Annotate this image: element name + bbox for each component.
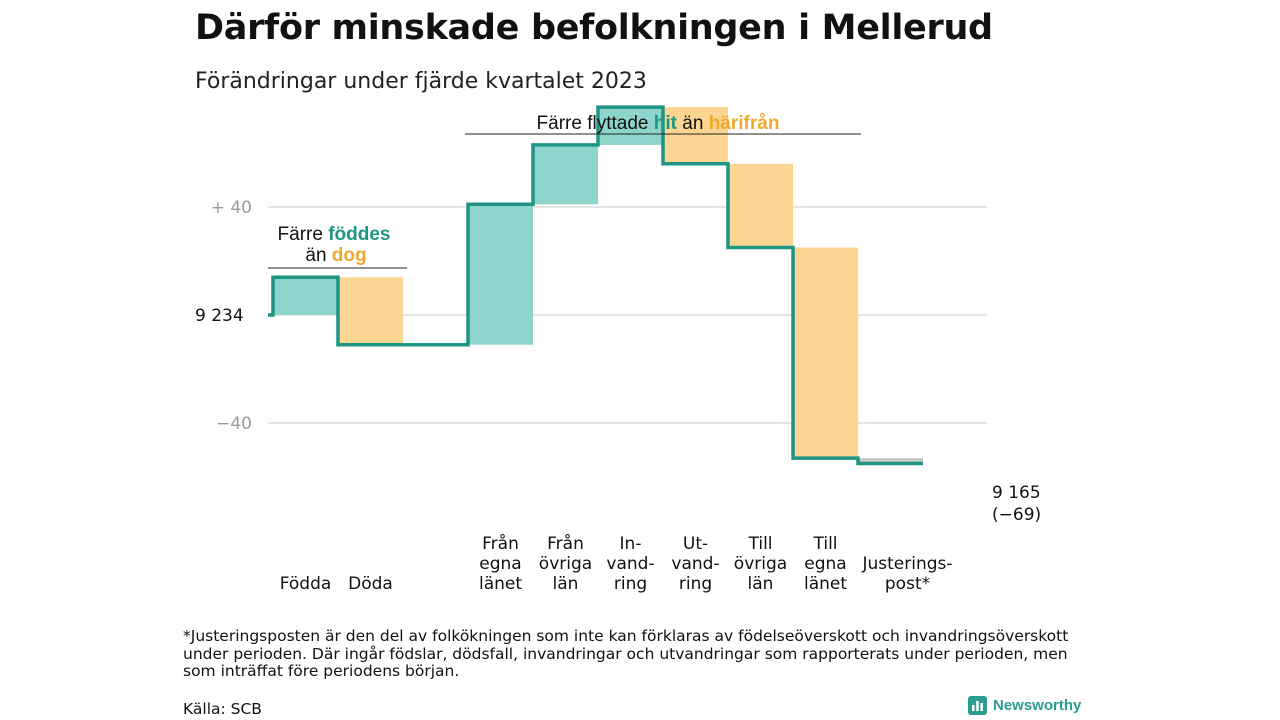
bar-adjust — [858, 458, 923, 464]
category-label: Födda — [280, 574, 332, 594]
bar-gain — [273, 277, 338, 315]
category-label: län — [553, 574, 579, 594]
start-value-label: 9 234 — [195, 306, 244, 326]
y-tick-label: −40 — [216, 414, 252, 434]
annotation-migration: Färre flyttade hit än härifrån — [537, 113, 780, 134]
category-label: övriga — [539, 554, 592, 574]
annotation-births-line2: än dog — [305, 245, 366, 266]
cumulative-step-line — [268, 105, 923, 466]
category-label: egna — [804, 554, 846, 574]
end-change-label: (−69) — [992, 505, 1041, 525]
annotation-text: Färre flyttade — [537, 113, 654, 134]
page-title: Därför minskade befolkningen i Mellerud — [195, 8, 993, 48]
annotation-text: än — [305, 245, 331, 266]
source-label: Källa: SCB — [183, 700, 262, 718]
category-label: vand- — [671, 554, 719, 574]
end-value-label: 9 165 — [992, 483, 1041, 503]
bar-loss — [663, 107, 728, 164]
category-label: Justerings- — [861, 554, 952, 574]
annotation-text: Färre — [278, 224, 329, 245]
annotation-highlight-gain: föddes — [328, 224, 390, 245]
category-label: post* — [885, 574, 930, 594]
category-label: länet — [479, 574, 522, 594]
category-label: länet — [804, 574, 847, 594]
category-label: ring — [679, 574, 712, 594]
newsworthy-logo-icon — [968, 696, 987, 715]
y-tick-label: + 40 — [211, 198, 252, 218]
category-label: In- — [620, 534, 642, 554]
category-label: övriga — [734, 554, 787, 574]
category-label: Ut- — [683, 534, 708, 554]
bar-loss — [793, 247, 858, 459]
annotation-births-line1: Färre föddes — [278, 224, 391, 245]
category-label: Från — [482, 533, 519, 554]
annotation-highlight-loss: härifrån — [709, 113, 780, 134]
category-label: Döda — [348, 574, 393, 594]
bar-gain — [598, 107, 663, 145]
brand: Newsworthy — [968, 696, 1081, 715]
bar-loss — [338, 277, 403, 345]
annotation-highlight-gain: hit — [654, 113, 678, 134]
category-label: Från — [547, 533, 584, 554]
bar-gain — [468, 204, 533, 345]
category-label: län — [748, 574, 774, 594]
category-label: egna — [479, 554, 521, 574]
category-label: Till — [747, 534, 772, 554]
bar-gain — [533, 144, 598, 205]
bar-loss — [728, 163, 793, 248]
category-label: vand- — [606, 554, 654, 574]
annotation-text: än — [677, 113, 709, 134]
annotation-highlight-loss: dog — [332, 245, 367, 266]
category-label: Till — [812, 534, 837, 554]
footnote: *Justeringsposten är den del av folkökni… — [183, 627, 1069, 680]
brand-name: Newsworthy — [993, 697, 1082, 714]
category-label: ring — [614, 574, 647, 594]
page-subtitle: Förändringar under fjärde kvartalet 2023 — [195, 69, 647, 94]
